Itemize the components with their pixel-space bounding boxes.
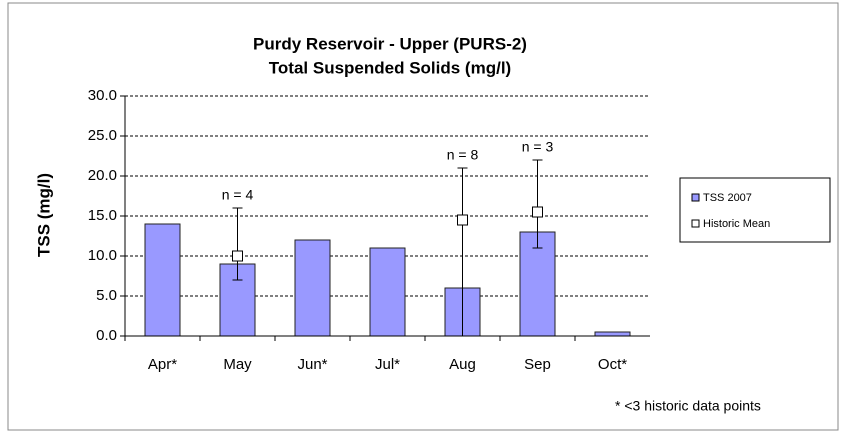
mean-marker	[532, 206, 543, 218]
annotation: n = 4	[222, 187, 254, 203]
annotation: n = 8	[447, 147, 479, 163]
annotation: n = 3	[522, 139, 554, 155]
y-axis-label: TSS (mg/l)	[34, 173, 53, 257]
x-tick-label: Jun*	[297, 356, 327, 373]
legend-label: TSS 2007	[703, 192, 752, 204]
x-tick-label: Jul*	[375, 356, 400, 373]
chart-subtitle: Total Suspended Solids (mg/l)	[269, 58, 511, 77]
legend-label: Historic Mean	[703, 218, 770, 230]
y-tick-label: 5.0	[96, 287, 117, 304]
y-tick-label: 10.0	[88, 247, 117, 264]
footnote: * <3 historic data points	[615, 398, 761, 414]
x-tick-label: Sep	[524, 356, 551, 373]
bar	[144, 223, 181, 337]
x-tick-label: Apr*	[148, 356, 177, 373]
legend-swatch	[691, 193, 700, 202]
mean-marker	[457, 214, 468, 226]
x-tick-label: Oct*	[598, 356, 627, 373]
mean-marker	[232, 250, 243, 262]
y-tick-label: 15.0	[88, 207, 117, 224]
chart-title: Purdy Reservoir - Upper (PURS-2)	[253, 34, 527, 53]
bar	[594, 331, 631, 337]
bar	[519, 231, 556, 337]
y-tick-label: 30.0	[88, 87, 117, 104]
y-tick-label: 20.0	[88, 167, 117, 184]
x-tick-label: May	[223, 356, 252, 373]
y-tick-label: 25.0	[88, 127, 117, 144]
legend-swatch	[691, 219, 700, 228]
y-tick-label: 0.0	[96, 327, 117, 344]
legend-box	[679, 177, 831, 243]
bar	[369, 247, 406, 337]
bar	[294, 239, 331, 337]
x-tick-label: Aug	[449, 356, 476, 373]
